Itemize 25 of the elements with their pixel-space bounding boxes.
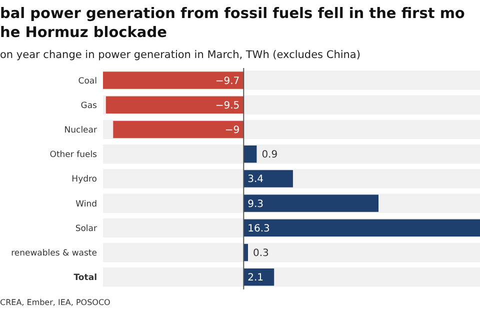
y-tick-label: Coal	[78, 76, 97, 86]
y-tick-label: Gas	[80, 100, 98, 111]
data-label: 9.3	[248, 198, 264, 210]
y-tick-label: Wind	[76, 199, 97, 210]
y-tick-label: Hydro	[72, 174, 97, 185]
y-tick-label: Nuclear	[64, 125, 98, 136]
bar	[244, 145, 257, 163]
text: CREA, Ember, IEA, POSOCO	[0, 298, 110, 307]
bar	[244, 268, 274, 286]
bar	[244, 170, 293, 188]
data-label: −9	[224, 125, 240, 136]
data-label: −9.7	[215, 76, 240, 87]
bar	[244, 244, 248, 262]
y-tick-label: Total	[74, 273, 98, 284]
y-tick-label: Solar	[75, 224, 98, 234]
data-label: 0.3	[253, 248, 269, 259]
data-label: 0.9	[262, 150, 278, 161]
chart-subtitle: on year change in power generation in March, TWh (excludes China)	[0, 49, 360, 61]
data-label: 3.4	[248, 174, 264, 186]
y-tick-label: renewables & waste	[11, 248, 97, 258]
chart-title: bal power generation from fossil fuels fell in the first mo he Hormuz blockade	[0, 6, 465, 41]
data-label: −9.5	[215, 100, 240, 112]
data-label: 16.3	[248, 223, 270, 234]
y-tick-label: Other fuels	[50, 150, 98, 160]
data-label: 2.1	[248, 272, 264, 284]
